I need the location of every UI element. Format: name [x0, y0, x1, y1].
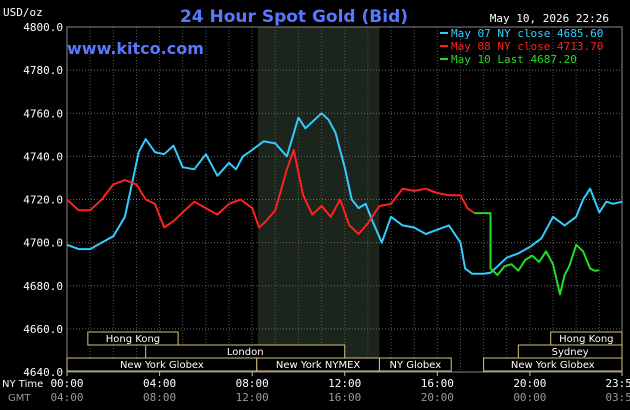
x-tick-label-ny: 16:00 — [421, 377, 454, 390]
session-label: Sydney — [552, 347, 589, 358]
y-tick-label: 4660.0 — [23, 323, 63, 336]
series-line-1 — [66, 148, 475, 235]
x-tick-label-ny: 12:00 — [328, 377, 361, 390]
session-label: London — [227, 347, 264, 358]
y-tick-label: 4800.0 — [23, 21, 63, 34]
x-tick-label-ny: 23:59 — [605, 377, 630, 390]
y-tick-label: 4680.0 — [23, 280, 63, 293]
x-axis-gmt-label: GMT — [8, 393, 31, 404]
session-bar — [483, 357, 623, 372]
x-tick-label-gmt: 08:00 — [143, 391, 176, 404]
session-label: Hong Kong — [559, 334, 613, 345]
x-tick-label-gmt: 12:00 — [236, 391, 269, 404]
x-tick-label-gmt: 04:00 — [50, 391, 83, 404]
y-tick-label: 4640.0 — [23, 366, 63, 379]
legend-label: May 08 NY close 4713.70 — [451, 40, 603, 53]
y-axis-unit: USD/oz — [3, 6, 43, 19]
y-tick-label: 4720.0 — [23, 194, 63, 207]
timestamp: May 10, 2026 22:26 — [490, 12, 609, 25]
y-tick-label: 4760.0 — [23, 107, 63, 120]
x-tick-label-ny: 00:00 — [50, 377, 83, 390]
y-tick-label: 4740.0 — [23, 150, 63, 163]
y-tick-label: 4780.0 — [23, 64, 63, 77]
x-tick-label-gmt: 03:59 — [605, 391, 630, 404]
session-label: New York NYMEX — [276, 360, 361, 371]
y-tick-label: 4700.0 — [23, 237, 63, 250]
x-tick-label-ny: 08:00 — [236, 377, 269, 390]
series-line-0 — [66, 112, 623, 275]
session-label: Hong Kong — [106, 334, 160, 345]
x-tick-label-ny: 20:00 — [513, 377, 546, 390]
session-bar — [87, 331, 179, 346]
session-label: New York Globex — [120, 360, 204, 371]
legend-label: May 10 Last 4687.20 — [451, 53, 577, 66]
x-tick-label-ny: 04:00 — [143, 377, 176, 390]
chart-title: 24 Hour Spot Gold (Bid) — [180, 7, 408, 27]
legend-label: May 07 NY close 4685.60 — [451, 27, 603, 40]
series-line-2 — [474, 212, 600, 296]
x-tick-label-gmt: 20:00 — [421, 391, 454, 404]
session-label: New York Globex — [511, 360, 595, 371]
session-label: NY Globex — [389, 360, 441, 371]
x-axis-ny-label: NY Time — [2, 379, 43, 390]
brand-watermark: www.kitco.com — [67, 39, 204, 58]
x-tick-label-gmt: 00:00 — [513, 391, 546, 404]
session-bar — [378, 357, 452, 372]
x-tick-label-gmt: 16:00 — [328, 391, 361, 404]
